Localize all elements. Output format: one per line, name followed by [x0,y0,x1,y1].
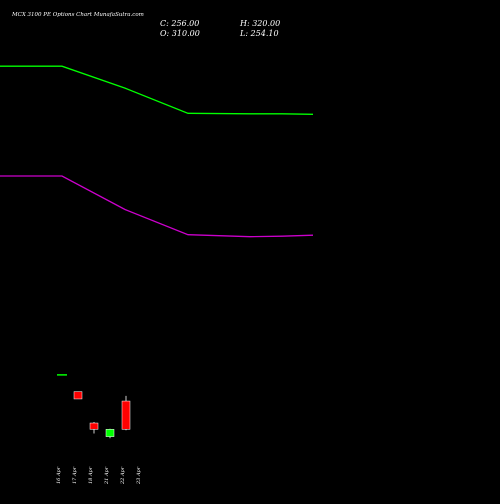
overlay-line-upper-line [0,65,314,115]
overlay-layer [0,65,314,238]
candle-2 [89,421,99,434]
open-price-label: O: 310.00 [160,29,200,38]
candle-body [73,391,83,400]
overlay-line-lower-line [0,175,314,238]
close-price-label: C: 256.00 [160,19,199,28]
x-tick-label: 21 Apr [104,466,110,485]
low-price-label: L: 254.10 [239,29,279,38]
chart-title: MCX 3100 PE Options Chart MunafaSutra.co… [11,12,144,18]
candle-4 [121,395,131,431]
x-axis-ticks: 16 Apr 17 Apr 18 Apr 21 Apr 22 Apr 23 Apr [56,466,142,485]
candle-body [121,400,131,430]
candle-body [105,429,115,437]
candle-body [89,422,99,430]
x-tick-label: 16 Apr [56,466,62,484]
x-tick-label: 23 Apr [136,466,142,485]
x-tick-label: 18 Apr [88,466,94,484]
candle-layer [57,374,131,439]
x-tick-label: 22 Apr [120,466,126,485]
high-price-label: H: 320.00 [239,19,280,28]
candle-3 [105,428,115,439]
candle-1 [73,391,83,400]
x-tick-label: 17 Apr [72,466,78,484]
